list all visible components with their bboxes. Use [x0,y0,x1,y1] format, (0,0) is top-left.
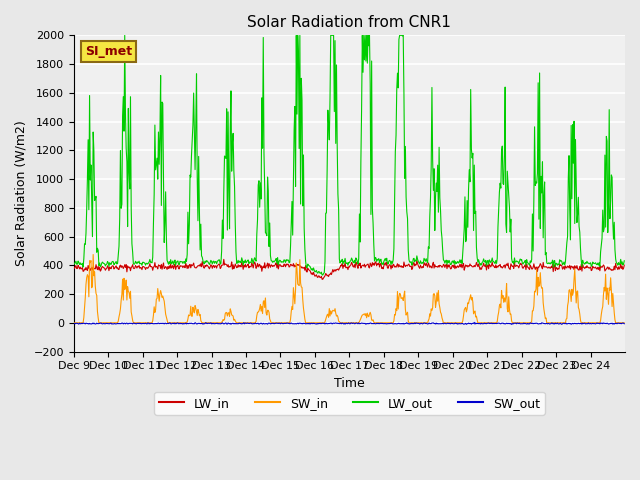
Text: SI_met: SI_met [85,45,132,58]
X-axis label: Time: Time [334,377,365,390]
Title: Solar Radiation from CNR1: Solar Radiation from CNR1 [248,15,451,30]
Y-axis label: Solar Radiation (W/m2): Solar Radiation (W/m2) [15,120,28,266]
Legend: LW_in, SW_in, LW_out, SW_out: LW_in, SW_in, LW_out, SW_out [154,392,545,415]
